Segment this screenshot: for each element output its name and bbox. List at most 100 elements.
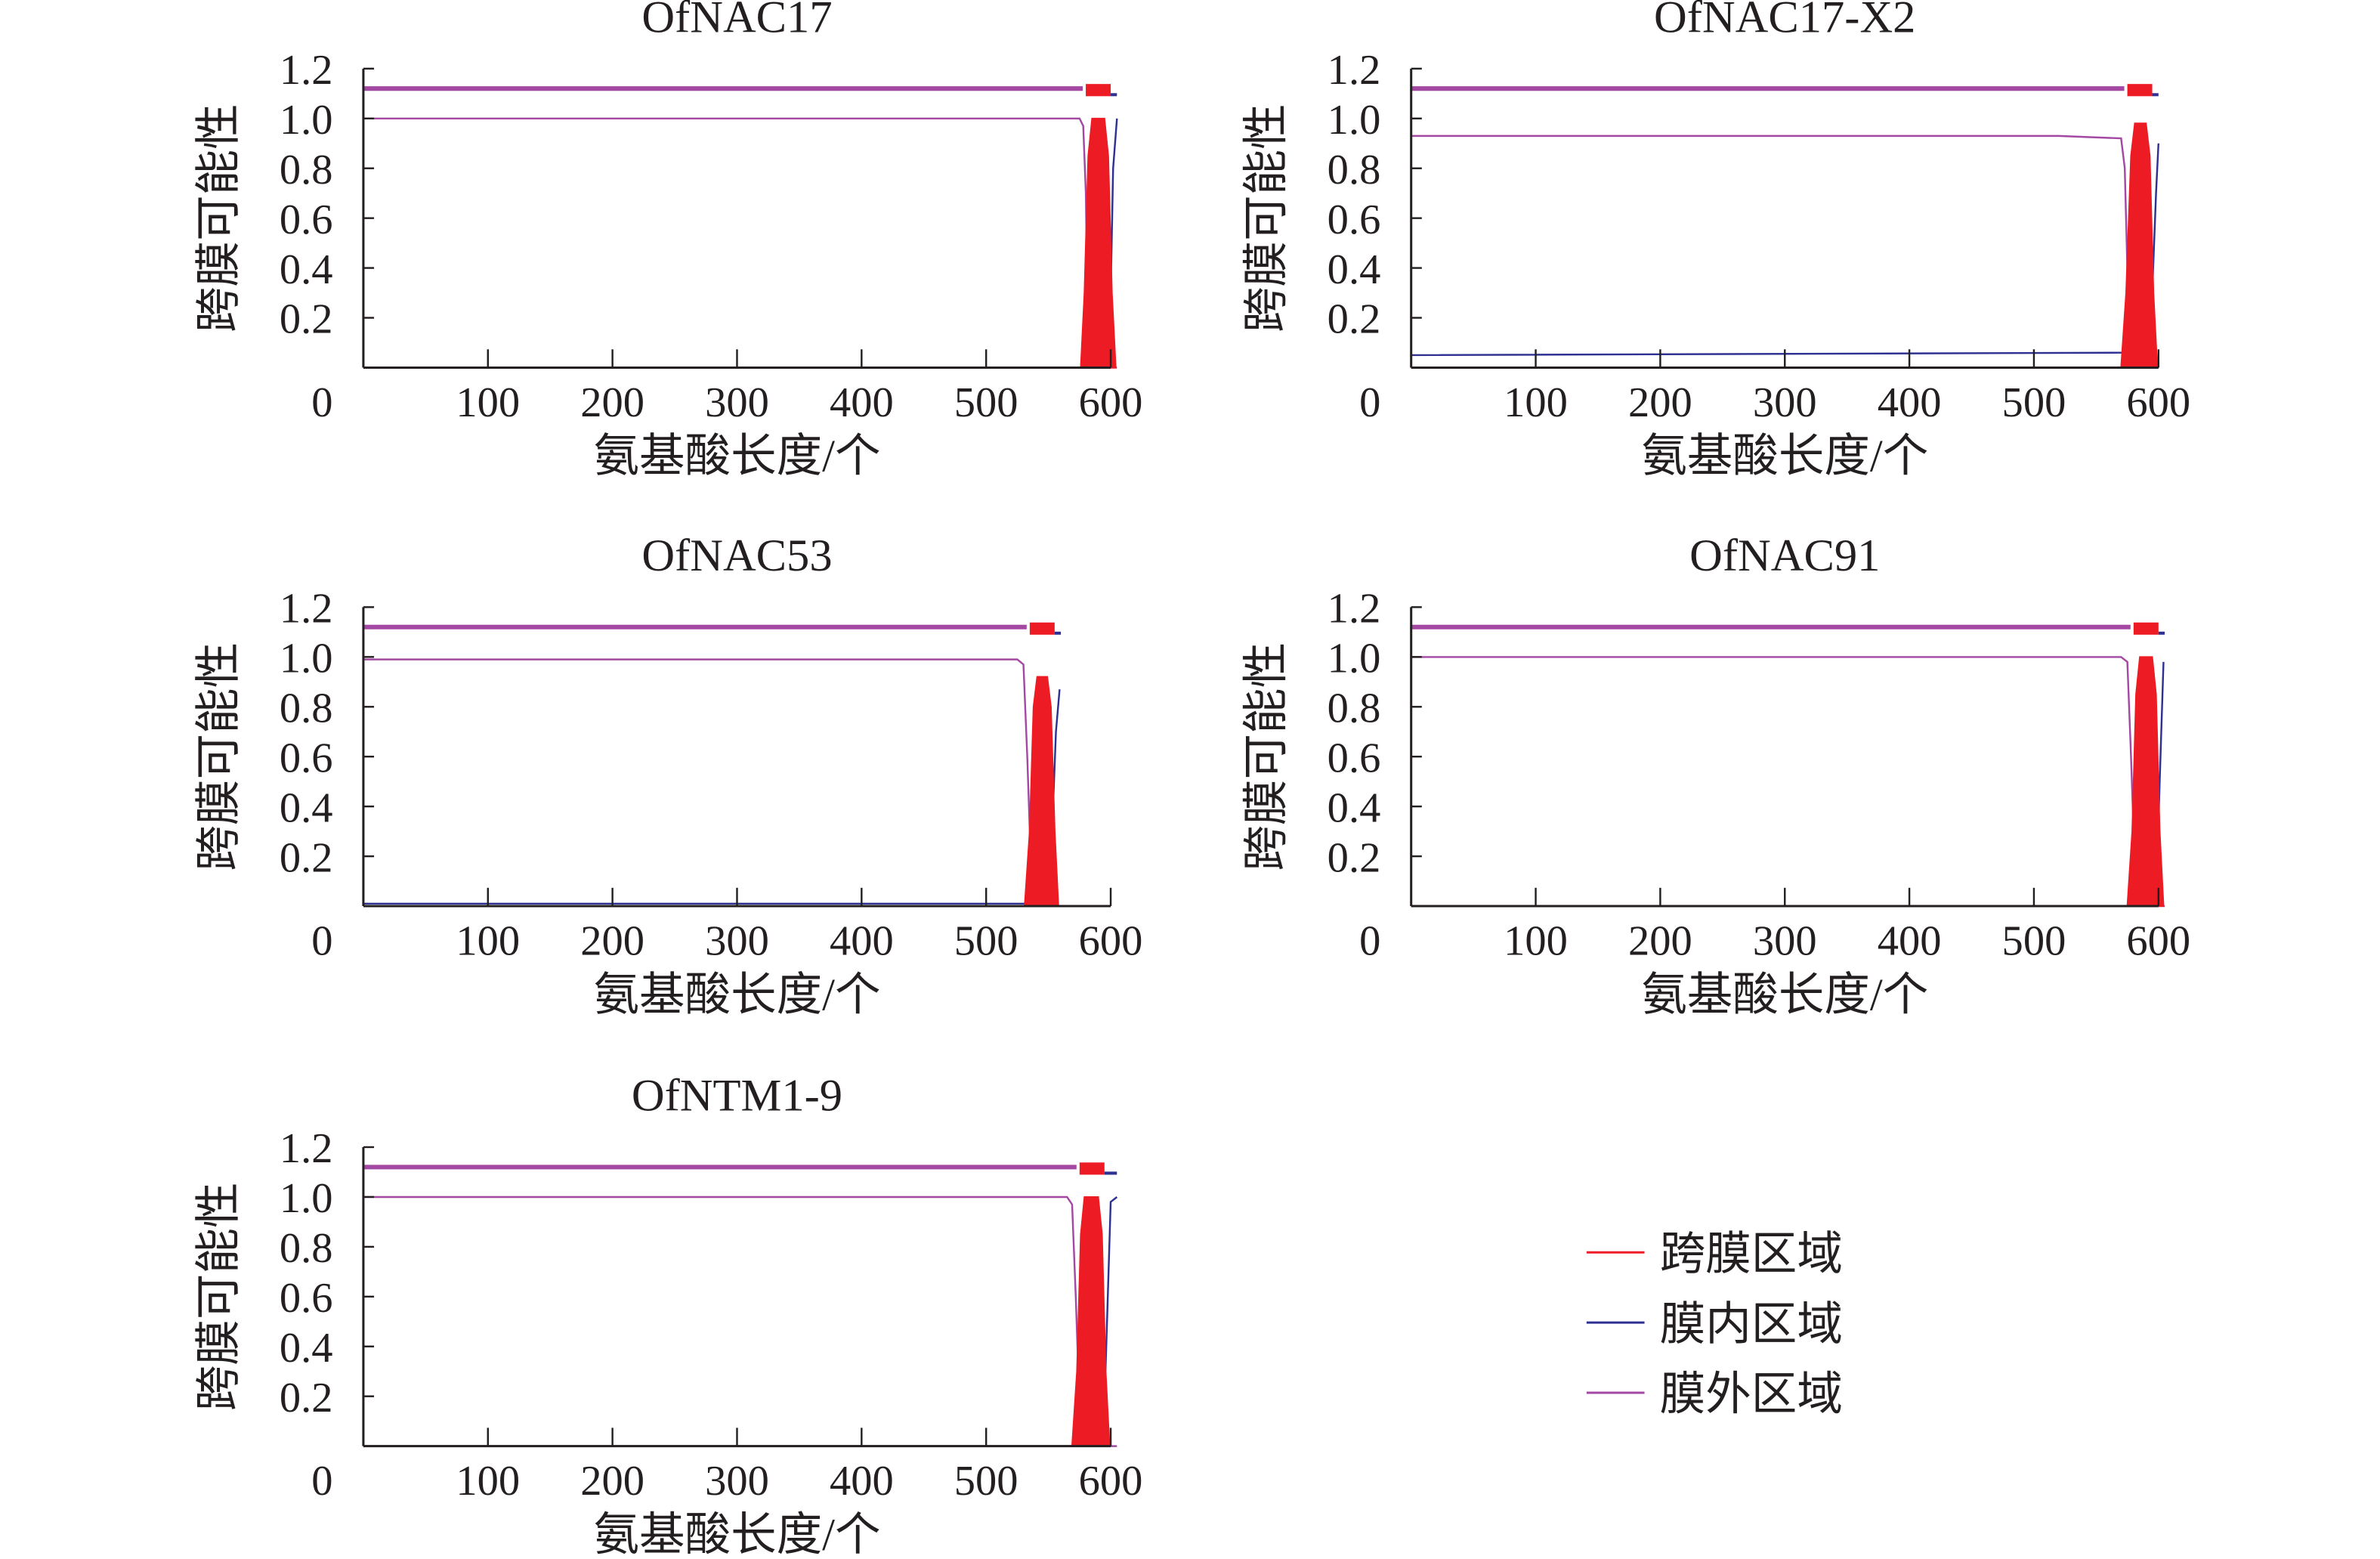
x-tick-label: 400 bbox=[830, 379, 894, 426]
y-tick-label: 1.0 bbox=[1328, 636, 1381, 682]
series-outside-line bbox=[1411, 135, 2159, 369]
y-tick-label: 0.4 bbox=[1328, 784, 1381, 831]
y-tick-label: 0.8 bbox=[280, 147, 333, 193]
x-tick-label: 0 bbox=[1359, 918, 1380, 965]
chart-title: OfNAC17-X2 bbox=[1654, 0, 1915, 42]
y-tick-label: 0.4 bbox=[280, 784, 333, 831]
x-tick-label: 100 bbox=[456, 1458, 520, 1505]
x-tick-label: 500 bbox=[954, 918, 1018, 965]
y-tick-label: 0.6 bbox=[280, 735, 333, 781]
legend-item-outside: 膜外区域 bbox=[1586, 1369, 1843, 1420]
legend-item-transmembrane: 跨膜区域 bbox=[1586, 1229, 1843, 1279]
chart-panel: OfNAC17 0.20.40.60.81.01.2 0 100 200 300 400 50… bbox=[193, 0, 1142, 482]
x-tick-label: 200 bbox=[580, 918, 644, 965]
y-tick-label: 0.6 bbox=[280, 196, 333, 243]
chart-title: OfNAC91 bbox=[1689, 530, 1880, 581]
x-tick-label: 300 bbox=[705, 379, 769, 426]
series-transmembrane-area bbox=[1080, 117, 1117, 369]
y-tick-label: 1.0 bbox=[1328, 97, 1381, 144]
x-axis-label: 氨基酸长度/个 bbox=[593, 432, 880, 482]
chart-title: OfNAC53 bbox=[641, 530, 832, 581]
y-tick-label: 0.8 bbox=[280, 685, 333, 732]
chart-panel: OfNAC53 0.20.40.60.81.01.2 0 100 200 300 400 50… bbox=[193, 530, 1142, 1020]
topology-transmembrane-box bbox=[2127, 84, 2153, 97]
y-axis-label: 跨膜可能性 bbox=[193, 642, 244, 871]
topology-transmembrane-box bbox=[1086, 84, 1111, 97]
y-axis-label: 跨膜可能性 bbox=[193, 104, 244, 333]
y-tick-label: 0.8 bbox=[1328, 147, 1381, 193]
y-axis-label: 跨膜可能性 bbox=[193, 1182, 244, 1411]
y-tick-label: 0.6 bbox=[1328, 196, 1381, 243]
series-transmembrane-area bbox=[2120, 122, 2159, 369]
y-tick-label: 0.2 bbox=[280, 834, 333, 881]
topology-transmembrane-box bbox=[2133, 622, 2159, 635]
series-inside-line bbox=[1411, 661, 2165, 908]
x-axis-label: 氨基酸长度/个 bbox=[593, 970, 880, 1020]
x-tick-label: 0 bbox=[311, 918, 332, 965]
x-tick-label: 600 bbox=[1079, 379, 1143, 426]
legend-label: 膜外区域 bbox=[1660, 1369, 1843, 1420]
x-tick-label: 100 bbox=[456, 918, 520, 965]
series-inside-line bbox=[1411, 143, 2160, 357]
y-tick-label: 0.8 bbox=[1328, 685, 1381, 732]
x-tick-label: 400 bbox=[830, 918, 894, 965]
y-tick-label: 0.2 bbox=[1328, 834, 1381, 881]
x-tick-label: 100 bbox=[1504, 379, 1568, 426]
x-axis-label: 氨基酸长度/个 bbox=[1641, 970, 1928, 1020]
y-tick-label: 1.2 bbox=[1328, 47, 1381, 94]
series-outside-line bbox=[363, 1196, 1117, 1447]
x-tick-label: 200 bbox=[580, 379, 644, 426]
y-tick-label: 0.2 bbox=[1328, 296, 1381, 343]
series-transmembrane-area bbox=[1071, 1196, 1111, 1447]
chart-panel: OfNTM1-9 0.20.40.60.81.01.2 0 100 200 300 400 5… bbox=[193, 1071, 1142, 1559]
y-tick-label: 1.2 bbox=[1328, 586, 1381, 633]
y-tick-label: 0.6 bbox=[280, 1275, 333, 1322]
y-tick-label: 0.4 bbox=[280, 1325, 333, 1372]
y-tick-label: 1.0 bbox=[280, 97, 333, 144]
x-axis-label: 氨基酸长度/个 bbox=[593, 1510, 880, 1559]
legend: 跨膜区域 膜内区域 膜外区域 bbox=[1586, 1229, 1843, 1420]
x-tick-label: 500 bbox=[2002, 918, 2066, 965]
y-tick-label: 0.4 bbox=[1328, 246, 1381, 293]
y-tick-label: 0.4 bbox=[280, 246, 333, 293]
x-tick-label: 600 bbox=[2126, 918, 2190, 965]
x-tick-label: 600 bbox=[1079, 918, 1143, 965]
chart-panel: OfNAC17-X2 0.20.40.60.81.01.2 0 100 200 300 40… bbox=[1241, 0, 2190, 482]
y-tick-label: 1.0 bbox=[280, 1175, 333, 1222]
y-tick-label: 1.2 bbox=[280, 47, 333, 94]
x-tick-label: 400 bbox=[1878, 918, 1942, 965]
legend-item-inside: 膜内区域 bbox=[1586, 1299, 1843, 1350]
topology-transmembrane-box bbox=[1079, 1162, 1105, 1175]
x-tick-label: 400 bbox=[1878, 379, 1942, 426]
y-tick-label: 1.2 bbox=[280, 586, 333, 633]
series-inside-line bbox=[363, 1196, 1118, 1447]
series-outside-line bbox=[363, 117, 1117, 369]
y-tick-label: 1.0 bbox=[280, 636, 333, 682]
chart-title: OfNTM1-9 bbox=[632, 1071, 842, 1121]
series-inside-line bbox=[363, 689, 1061, 905]
x-tick-label: 600 bbox=[1079, 1458, 1143, 1505]
y-tick-label: 0.8 bbox=[280, 1225, 333, 1272]
x-tick-label: 500 bbox=[2002, 379, 2066, 426]
series-outside-line bbox=[1411, 656, 2165, 908]
x-tick-label: 500 bbox=[954, 1458, 1018, 1505]
x-tick-label: 100 bbox=[1504, 918, 1568, 965]
legend-label: 膜内区域 bbox=[1660, 1299, 1843, 1350]
x-tick-label: 200 bbox=[580, 1458, 644, 1505]
x-tick-label: 0 bbox=[1359, 379, 1380, 426]
y-tick-label: 0.6 bbox=[1328, 735, 1381, 781]
x-tick-label: 0 bbox=[311, 1458, 332, 1505]
series-transmembrane-area bbox=[1024, 676, 1059, 908]
x-tick-label: 300 bbox=[705, 918, 769, 965]
x-tick-label: 300 bbox=[1753, 918, 1817, 965]
y-tick-label: 0.2 bbox=[280, 296, 333, 343]
chart-panel: OfNAC91 0.20.40.60.81.01.2 0 100 200 300 400 50… bbox=[1241, 530, 2190, 1020]
x-tick-label: 300 bbox=[705, 1458, 769, 1505]
legend-label: 跨膜区域 bbox=[1660, 1229, 1843, 1279]
series-outside-line bbox=[363, 658, 1062, 908]
x-tick-label: 500 bbox=[954, 379, 1018, 426]
x-tick-label: 200 bbox=[1628, 918, 1692, 965]
x-tick-label: 600 bbox=[2126, 379, 2190, 426]
y-tick-label: 0.2 bbox=[280, 1375, 333, 1421]
